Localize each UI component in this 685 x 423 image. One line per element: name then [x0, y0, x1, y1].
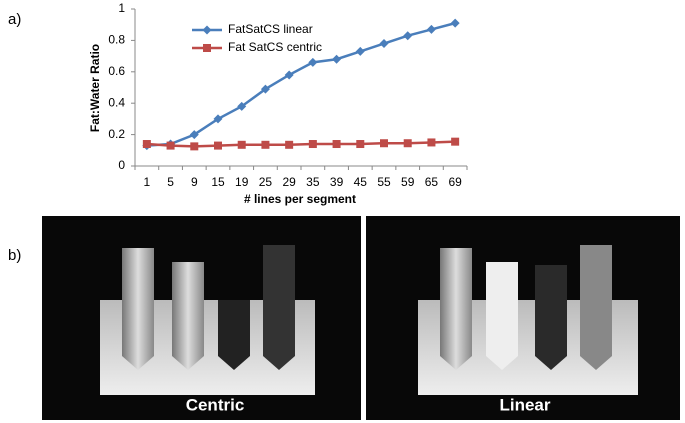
panel-label: b)	[8, 247, 21, 264]
x-tick-label: 39	[330, 175, 344, 189]
marker	[451, 137, 460, 146]
marker	[261, 140, 270, 149]
image-caption: Centric	[186, 395, 245, 414]
image-centric: Centric	[42, 216, 361, 420]
panel-label: a)	[8, 11, 21, 28]
image-linear: Linear	[366, 216, 680, 420]
y-tick-label: 0.2	[108, 127, 125, 141]
series-line	[146, 21, 456, 147]
y-tick-label: 0.8	[108, 33, 125, 47]
y-tick-label: 1	[118, 1, 125, 15]
marker	[260, 84, 270, 94]
legend-marker	[202, 25, 212, 35]
marker	[190, 142, 199, 151]
marker	[355, 46, 365, 56]
legend-marker	[203, 44, 211, 52]
image-caption: Linear	[499, 395, 550, 414]
marker	[379, 39, 389, 49]
marker	[450, 18, 460, 28]
y-tick-label: 0.6	[108, 64, 125, 78]
x-tick-label: 69	[448, 175, 462, 189]
x-tick-label: 45	[354, 175, 368, 189]
x-tick-label: 29	[282, 175, 296, 189]
x-tick-label: 65	[425, 175, 439, 189]
marker	[284, 70, 294, 80]
x-tick-label: 19	[235, 175, 249, 189]
marker	[427, 138, 436, 147]
marker	[332, 54, 342, 64]
marker	[142, 140, 151, 149]
legend-label: Fat SatCS centric	[228, 40, 322, 54]
x-tick-label: 59	[401, 175, 415, 189]
x-tick-label: 55	[377, 175, 391, 189]
marker	[426, 24, 436, 34]
x-tick-label: 1	[144, 175, 151, 189]
marker	[214, 141, 222, 150]
x-axis-label: # lines per segment	[244, 192, 356, 206]
x-tick-label: 5	[167, 175, 174, 189]
marker	[308, 57, 318, 67]
marker	[403, 139, 412, 148]
marker	[166, 141, 175, 150]
marker	[332, 140, 341, 149]
marker	[237, 101, 247, 111]
y-tick-label: 0.4	[108, 95, 125, 109]
legend-label: FatSatCS linear	[228, 22, 313, 36]
x-tick-label: 9	[191, 175, 198, 189]
marker	[189, 130, 199, 140]
x-tick-label: 25	[259, 175, 273, 189]
marker	[213, 114, 223, 124]
marker	[380, 139, 388, 148]
marker	[237, 140, 246, 149]
marker	[403, 31, 413, 41]
marker	[308, 140, 317, 149]
x-tick-label: 15	[211, 175, 225, 189]
marker	[285, 140, 294, 149]
y-tick-label: 0	[118, 158, 125, 172]
marker	[356, 140, 365, 149]
x-tick-label: 35	[306, 175, 320, 189]
y-axis-label: Fat:Water Ratio	[88, 44, 102, 132]
